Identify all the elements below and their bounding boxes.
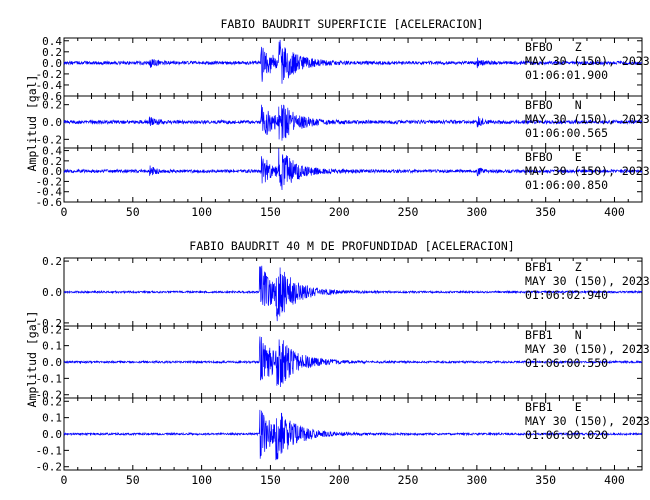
x-tick-label: 300	[466, 473, 487, 487]
y-tick-label: 0.4	[42, 35, 62, 48]
x-tick-label: 0	[61, 205, 68, 219]
station-component: Z	[575, 260, 582, 274]
y-tick-label: 0.0	[42, 286, 62, 299]
y-tick-label: -0.2	[36, 68, 63, 81]
x-tick-label: 50	[126, 473, 140, 487]
station-component: N	[575, 328, 582, 342]
x-tick-label: 250	[398, 205, 419, 219]
station-date: MAY 30 (150), 2023	[525, 112, 650, 126]
y-tick-label: 0.2	[42, 323, 62, 336]
x-tick-label: 350	[535, 205, 556, 219]
trace-bfbo-n	[63, 104, 643, 141]
station-label: BFB1 N	[525, 328, 582, 342]
x-tick-label: 300	[466, 205, 487, 219]
station-label: BFBO N	[525, 98, 582, 112]
station-time: 01:06:01.900	[525, 68, 608, 82]
y-tick-label: -0.1	[36, 444, 63, 457]
station-time: 01:06:00.850	[525, 178, 608, 192]
station-code: BFB1	[525, 328, 553, 342]
y-tick-label: 0.2	[42, 46, 62, 59]
x-tick-label: 400	[604, 205, 625, 219]
station-date: MAY 30 (150), 2023	[525, 414, 650, 428]
y-tick-label: 0.0	[42, 165, 62, 178]
station-label: BFB1 E	[525, 400, 582, 414]
y-tick-label: 0.2	[42, 255, 62, 268]
y-tick-label: -0.4	[36, 186, 63, 199]
x-tick-label: 200	[329, 473, 350, 487]
y-tick-label: 0.0	[42, 116, 62, 129]
station-component: N	[575, 98, 582, 112]
station-date: MAY 30 (150), 2023	[525, 54, 650, 68]
station-code: BFB1	[525, 400, 553, 414]
trace-bfbo-z	[63, 39, 643, 84]
trace-bfb1-n	[63, 336, 643, 388]
trace-bfb1-e	[63, 409, 643, 461]
station-component: E	[575, 400, 582, 414]
x-tick-label: 150	[260, 473, 281, 487]
y-tick-label: -0.4	[36, 79, 63, 92]
station-code: BFB1	[525, 260, 553, 274]
chart-title-depth: FABIO BAUDRIT 40 M DE PROFUNDIDAD [ACELE…	[189, 239, 514, 253]
y-axis-label-surface: Amplitud [gal]	[25, 75, 39, 172]
station-date: MAY 30 (150), 2023	[525, 274, 650, 288]
x-tick-label: 100	[191, 473, 212, 487]
y-tick-label: -0.2	[36, 317, 63, 330]
y-tick-label: 0.4	[42, 145, 62, 158]
x-tick-label: 200	[329, 205, 350, 219]
x-tick-label: 50	[126, 205, 140, 219]
station-code: BFBO	[525, 98, 553, 112]
station-component: E	[575, 150, 582, 164]
x-tick-label: 250	[398, 473, 419, 487]
station-time: 01:06:00.565	[525, 126, 608, 140]
y-tick-label: -0.6	[36, 90, 63, 103]
y-tick-label: 0.1	[42, 340, 62, 353]
station-code: BFBO	[525, 40, 553, 54]
y-tick-label: -0.2	[36, 389, 63, 402]
x-tick-label: 100	[191, 205, 212, 219]
y-tick-label: -0.2	[36, 461, 63, 474]
y-axis-label-depth: Amplitud [gal]	[25, 311, 39, 408]
station-label: BFB1 Z	[525, 260, 582, 274]
trace-bfb1-z	[63, 265, 643, 322]
trace-bfbo-e	[63, 148, 643, 191]
y-tick-label: 0.0	[42, 428, 62, 441]
x-tick-label: 150	[260, 205, 281, 219]
station-time: 01:06:00.550	[525, 356, 608, 370]
station-time: 01:06:02.940	[525, 288, 608, 302]
y-tick-label: 0.0	[42, 57, 62, 70]
y-tick-label: 0.2	[42, 99, 62, 112]
y-tick-label: -0.2	[36, 133, 63, 146]
station-code: BFBO	[525, 150, 553, 164]
y-tick-label: -0.1	[36, 372, 63, 385]
station-component: Z	[575, 40, 582, 54]
station-label: BFBO Z	[525, 40, 582, 54]
y-tick-label: -0.2	[36, 175, 63, 188]
y-tick-label: 0.1	[42, 412, 62, 425]
y-tick-label: 0.2	[42, 155, 62, 168]
y-tick-label: -0.6	[36, 196, 63, 209]
station-date: MAY 30 (150), 2023	[525, 342, 650, 356]
y-tick-label: 0.2	[42, 395, 62, 408]
y-tick-label: 0.0	[42, 356, 62, 369]
station-time: 01:06:00.020	[525, 428, 608, 442]
station-label: BFBO E	[525, 150, 582, 164]
chart-title-surface: FABIO BAUDRIT SUPERFICIE [ACELERACION]	[220, 17, 483, 31]
x-tick-label: 400	[604, 473, 625, 487]
station-date: MAY 30 (150), 2023	[525, 164, 650, 178]
x-tick-label: 350	[535, 473, 556, 487]
x-tick-label: 0	[61, 473, 68, 487]
